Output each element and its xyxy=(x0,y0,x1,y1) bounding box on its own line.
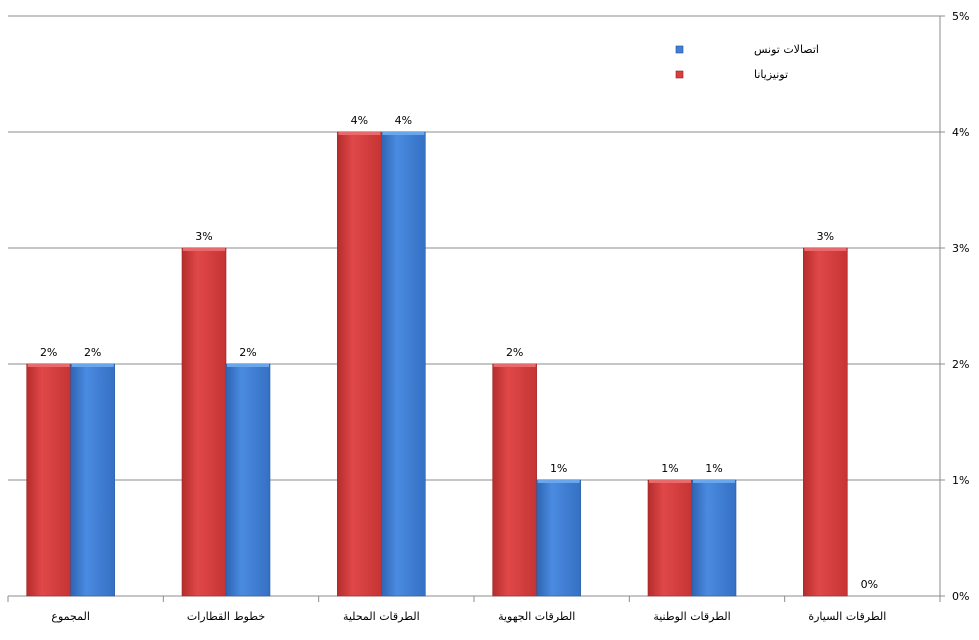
data-label: 2% xyxy=(84,346,101,359)
data-label: 4% xyxy=(395,114,412,127)
category-label: الطرقات السيارة xyxy=(808,610,886,623)
y-tick-label: 2% xyxy=(952,358,969,371)
data-label: 2% xyxy=(239,346,256,359)
bar-cap xyxy=(71,364,114,367)
gridlines xyxy=(8,15,940,597)
data-label: 2% xyxy=(506,346,523,359)
bar xyxy=(225,363,271,597)
data-label: 0% xyxy=(861,578,878,591)
legend: اتصالات تونس تونيزيانا xyxy=(675,43,819,81)
data-label: 1% xyxy=(705,462,722,475)
bar-cap xyxy=(493,364,536,367)
data-label: 4% xyxy=(351,114,368,127)
category-label: المجموع xyxy=(51,610,89,623)
data-label: 1% xyxy=(550,462,567,475)
bar xyxy=(70,363,115,597)
bar-cap xyxy=(227,364,269,367)
category-label: خطوط القطارات xyxy=(187,610,265,623)
bar xyxy=(691,479,737,597)
legend-swatch xyxy=(675,45,684,54)
legend-swatch xyxy=(675,70,684,79)
bar xyxy=(381,131,426,597)
bar-cap xyxy=(183,248,225,251)
category-label: الطرقات المحلية xyxy=(343,610,420,623)
y-tick-label: 0% xyxy=(952,590,969,603)
bar xyxy=(647,479,693,597)
bar xyxy=(803,247,848,597)
bar-cap xyxy=(382,132,425,135)
data-labels: 2% 2% 3% 2% 4% 4% 2% 1% 1% 1% 3% 0% xyxy=(40,114,878,591)
data-label: 3% xyxy=(817,230,834,243)
y-tick-label: 1% xyxy=(952,474,969,487)
category-label: الطرقات الوطنية xyxy=(653,610,730,623)
bar-cap xyxy=(804,248,847,251)
data-label: 2% xyxy=(40,346,57,359)
data-label: 3% xyxy=(195,230,212,243)
y-tick-label: 4% xyxy=(952,126,969,139)
bar xyxy=(337,131,382,597)
bar xyxy=(536,479,581,597)
legend-label: تونيزيانا xyxy=(754,68,788,81)
axes: 0% 1% 2% 3% 4% 5% المجموع خطوط القطارات الطرقات … xyxy=(7,10,969,623)
legend-label: اتصالات تونس xyxy=(754,43,819,56)
bar xyxy=(26,363,71,597)
category-label: الطرقات الجهوية xyxy=(498,610,575,623)
bar xyxy=(492,363,537,597)
bar xyxy=(181,247,227,597)
y-tick-label: 5% xyxy=(952,10,969,23)
bars xyxy=(26,131,848,597)
bar-cap xyxy=(693,480,735,483)
bar-cap xyxy=(537,480,580,483)
bar-cap xyxy=(649,480,691,483)
y-tick-label: 3% xyxy=(952,242,969,255)
bar-cap xyxy=(338,132,381,135)
bar-cap xyxy=(27,364,70,367)
data-label: 1% xyxy=(661,462,678,475)
